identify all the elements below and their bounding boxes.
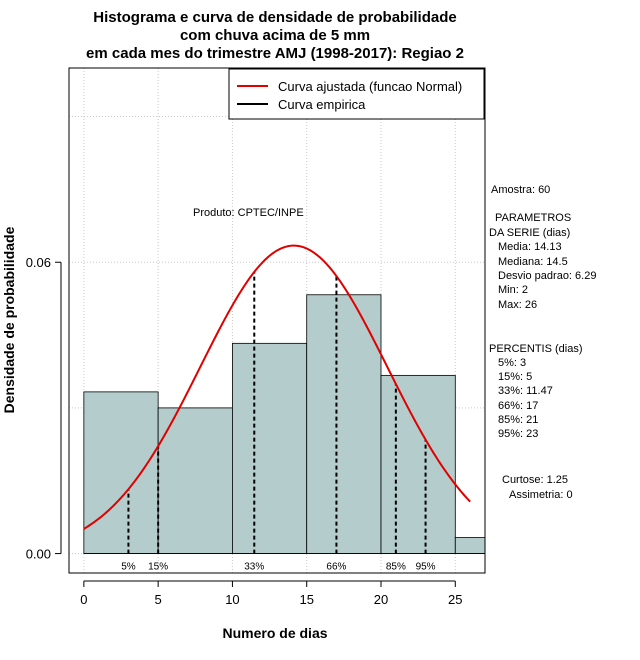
plot-frame — [68, 67, 486, 574]
legend-label-normal: Curva ajustada (funcao Normal) — [278, 79, 462, 94]
percentile-label-5: 95% — [416, 562, 436, 573]
stat-min: Min: 2 — [498, 284, 528, 296]
stats-panel: Amostra: 60 PARAMETROS DA SERIE (dias) M… — [489, 184, 596, 501]
stat-p15: 15%: 5 — [498, 371, 532, 383]
legend-label-empirical: Curva empirica — [278, 97, 366, 112]
x-axis-title: Numero de dias — [222, 625, 327, 641]
stat-max: Max: 26 — [498, 299, 537, 311]
product-annotation: Produto: CPTEC/INPE — [193, 207, 304, 219]
histogram-bar-4 — [380, 374, 456, 554]
percentile-label-1: 15% — [148, 562, 168, 573]
histogram-bar-2 — [232, 342, 308, 554]
x-tick-label-4: 20 — [374, 592, 388, 607]
percentile-label-4: 85% — [386, 562, 406, 573]
percentile-label-3: 66% — [326, 562, 346, 573]
stat-percentis-title: PERCENTIS (dias) — [489, 343, 583, 355]
x-tick-label-0: 0 — [80, 592, 87, 607]
chart-title-line-3: em cada mes do trimestre AMJ (1998-2017)… — [86, 45, 464, 62]
histogram-bar-3 — [306, 294, 382, 554]
histogram-bar-1 — [157, 407, 233, 554]
y-tick-label-1: 0.06 — [26, 255, 51, 270]
legend: Curva ajustada (funcao Normal) Curva emp… — [228, 68, 485, 120]
stat-p85: 85%: 21 — [498, 414, 538, 426]
stat-p66: 66%: 17 — [498, 400, 538, 412]
stat-assimetria: Assimetria: 0 — [509, 489, 573, 501]
stat-desvio: Desvio padrao: 6.29 — [498, 270, 596, 282]
stat-param-title-1: PARAMETROS — [495, 212, 571, 224]
chart-title-line-1: Histograma e curva de densidade de proba… — [93, 9, 456, 26]
percentile-label-0: 5% — [121, 562, 136, 573]
stat-mediana: Mediana: 14.5 — [498, 256, 568, 268]
normal-curve — [83, 244, 471, 530]
stat-amostra: Amostra: 60 — [491, 184, 550, 196]
stat-p95: 95%: 23 — [498, 428, 538, 440]
stat-p5: 5%: 3 — [498, 357, 526, 369]
x-tick-label-3: 15 — [299, 592, 313, 607]
y-tick-label-0: 0.00 — [26, 547, 51, 562]
x-tick-label-2: 10 — [225, 592, 239, 607]
x-tick-label-5: 25 — [448, 592, 462, 607]
histogram-bar-5 — [454, 537, 486, 554]
percentile-label-2: 33% — [244, 562, 264, 573]
stat-param-title-2: DA SERIE (dias) — [489, 227, 570, 239]
stat-p33: 33%: 11.47 — [498, 385, 553, 397]
histogram-bar-0 — [83, 391, 159, 554]
chart-title-line-2: com chuva acima de 5 mm — [180, 27, 370, 44]
stat-curtose: Curtose: 1.25 — [502, 474, 568, 486]
legend-box — [228, 68, 485, 120]
stat-media: Media: 14.13 — [498, 241, 562, 253]
y-axis-title: Densidade de probabilidade — [1, 226, 17, 413]
x-tick-label-1: 5 — [155, 592, 162, 607]
